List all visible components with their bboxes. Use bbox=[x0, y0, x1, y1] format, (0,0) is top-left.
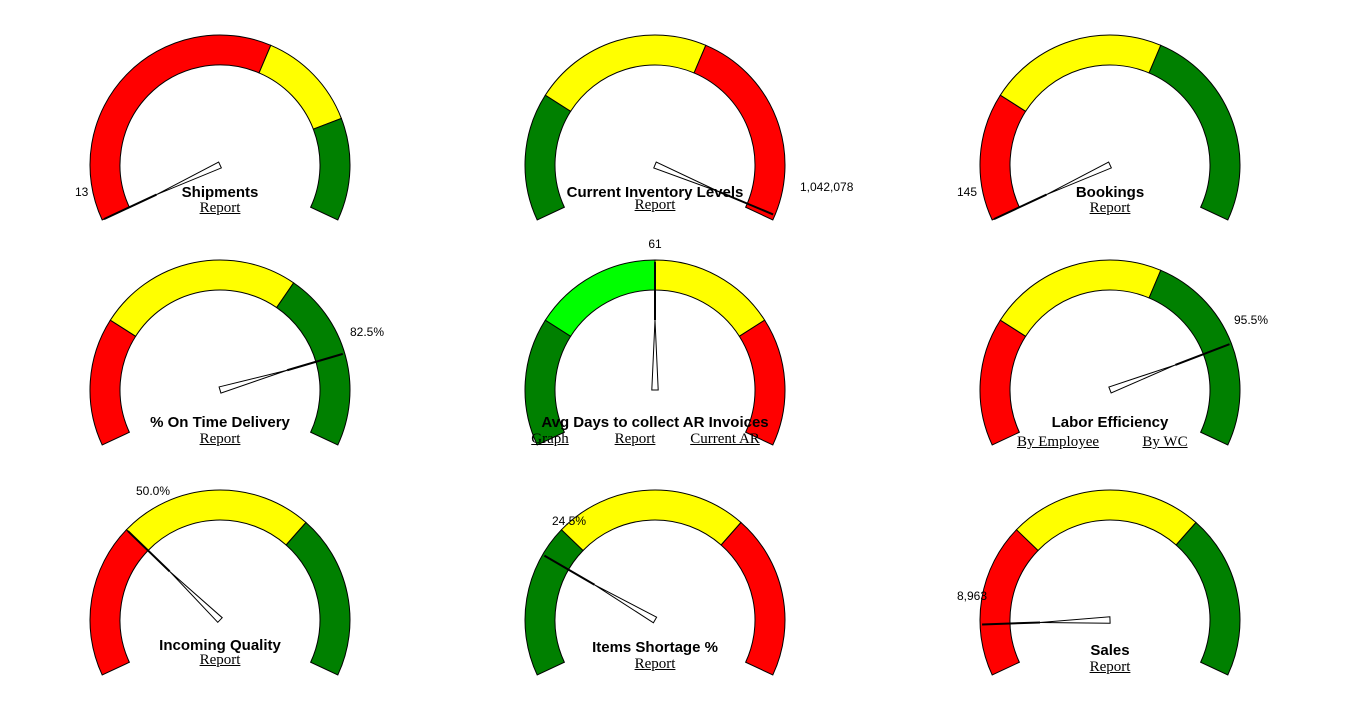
gauge-5-link-by-employee[interactable]: By Employee bbox=[1016, 434, 1100, 450]
gauge-4-value-label: 61 bbox=[648, 237, 662, 251]
gauge-7-link-report[interactable]: Report bbox=[634, 656, 676, 672]
gauge-4-link-graph[interactable]: Graph bbox=[531, 431, 569, 447]
gauge-1-band-1 bbox=[544, 34, 707, 112]
gauge-1-link-report[interactable]: Report bbox=[634, 197, 676, 213]
gauge-2-link-report[interactable]: Report bbox=[1089, 200, 1131, 216]
gauge-3-value-label: 82.5% bbox=[350, 325, 384, 339]
gauge-8: 8,963 Sales bbox=[957, 489, 1241, 676]
gauge-3-needle bbox=[218, 352, 344, 394]
gauge-4-link-report[interactable]: Report bbox=[614, 431, 656, 447]
gauge-6-band-1 bbox=[125, 489, 307, 552]
gauge-0-link-report[interactable]: Report bbox=[199, 200, 241, 216]
gauge-8-band-2 bbox=[1175, 521, 1241, 676]
gauge-4-band-2 bbox=[654, 259, 766, 337]
gauge-7-title: Items Shortage % bbox=[592, 639, 718, 656]
gauge-6-band-0 bbox=[89, 528, 149, 676]
gauge-6-title: Incoming Quality bbox=[159, 637, 281, 654]
gauge-8-title: Sales bbox=[1090, 642, 1129, 659]
gauge-7-band-1 bbox=[560, 489, 742, 552]
gauge-0-value-label: 13 bbox=[75, 185, 89, 199]
gauge-5: 95.5% Labor Efficiency bbox=[979, 259, 1268, 446]
gauge-0: 13 Shipments bbox=[75, 34, 351, 221]
gauge-4-title: Avg Days to collect AR Invoices bbox=[541, 414, 768, 431]
gauge-4-band-3 bbox=[738, 319, 786, 446]
gauge-7-band-0 bbox=[524, 528, 584, 676]
gauge-3-link-report[interactable]: Report bbox=[199, 431, 241, 447]
gauge-7-band-2 bbox=[720, 521, 786, 676]
gauge-8-band-1 bbox=[1015, 489, 1197, 552]
gauge-3: 82.5% % On Time Delivery bbox=[89, 259, 384, 446]
gauge-2-band-2 bbox=[1148, 44, 1241, 221]
gauge-5-needle bbox=[1108, 343, 1230, 394]
gauge-0-needle bbox=[103, 161, 223, 221]
gauge-6-link-report[interactable]: Report bbox=[199, 652, 241, 668]
gauge-3-band-0 bbox=[89, 319, 137, 446]
gauge-1: 1,042,078 Current Inventory Levels bbox=[524, 34, 854, 221]
gauge-4-needle bbox=[651, 262, 659, 391]
gauge-4-band-1 bbox=[544, 259, 656, 337]
gauge-8-needle bbox=[982, 616, 1111, 626]
gauge-7: 24.5% Items Shortage % bbox=[524, 489, 786, 676]
gauge-0-band-1 bbox=[258, 44, 343, 130]
gauge-2-band-1 bbox=[999, 34, 1162, 112]
gauge-8-value-label: 8,963 bbox=[957, 589, 987, 603]
gauge-1-band-2 bbox=[693, 44, 786, 221]
gauge-2-needle bbox=[993, 161, 1113, 221]
gauge-6-band-2 bbox=[285, 521, 351, 676]
gauge-7-needle bbox=[543, 554, 658, 624]
gauge-5-value-label: 95.5% bbox=[1234, 313, 1268, 327]
gauge-4-link-current-ar[interactable]: Current AR bbox=[690, 431, 760, 447]
gauge-5-title: Labor Efficiency bbox=[1052, 414, 1169, 431]
gauge-1-value-label: 1,042,078 bbox=[800, 180, 854, 194]
gauge-3-band-1 bbox=[109, 259, 295, 337]
gauge-5-band-0 bbox=[979, 319, 1027, 446]
gauge-8-band-0 bbox=[979, 528, 1039, 676]
gauge-2-value-label: 145 bbox=[957, 185, 977, 199]
gauge-1-needle bbox=[653, 161, 774, 216]
gauge-0-band-2 bbox=[309, 117, 351, 221]
gauge-6: 50.0% Incoming Quality bbox=[89, 484, 351, 676]
gauge-7-value-label: 24.5% bbox=[552, 514, 586, 528]
gauge-4: 61 Avg Days to collect AR Invoices bbox=[524, 237, 786, 446]
gauge-8-link-report[interactable]: Report bbox=[1089, 659, 1131, 675]
gauge-2-band-0 bbox=[979, 94, 1027, 221]
gauge-5-band-1 bbox=[999, 259, 1162, 337]
gauge-2: 145 Bookings bbox=[957, 34, 1241, 221]
gauge-6-value-label: 50.0% bbox=[136, 484, 170, 498]
gauge-6-needle bbox=[127, 530, 223, 624]
gauge-1-band-0 bbox=[524, 94, 572, 221]
gauge-3-title: % On Time Delivery bbox=[150, 414, 290, 431]
gauge-2-title: Bookings bbox=[1076, 184, 1144, 201]
gauge-0-title: Shipments bbox=[182, 184, 259, 201]
gauge-5-band-2 bbox=[1148, 269, 1241, 446]
gauge-5-link-by-wc[interactable]: By WC bbox=[1142, 434, 1188, 450]
gauge-3-band-2 bbox=[275, 282, 351, 446]
gauge-1-title: Current Inventory Levels bbox=[567, 184, 744, 201]
